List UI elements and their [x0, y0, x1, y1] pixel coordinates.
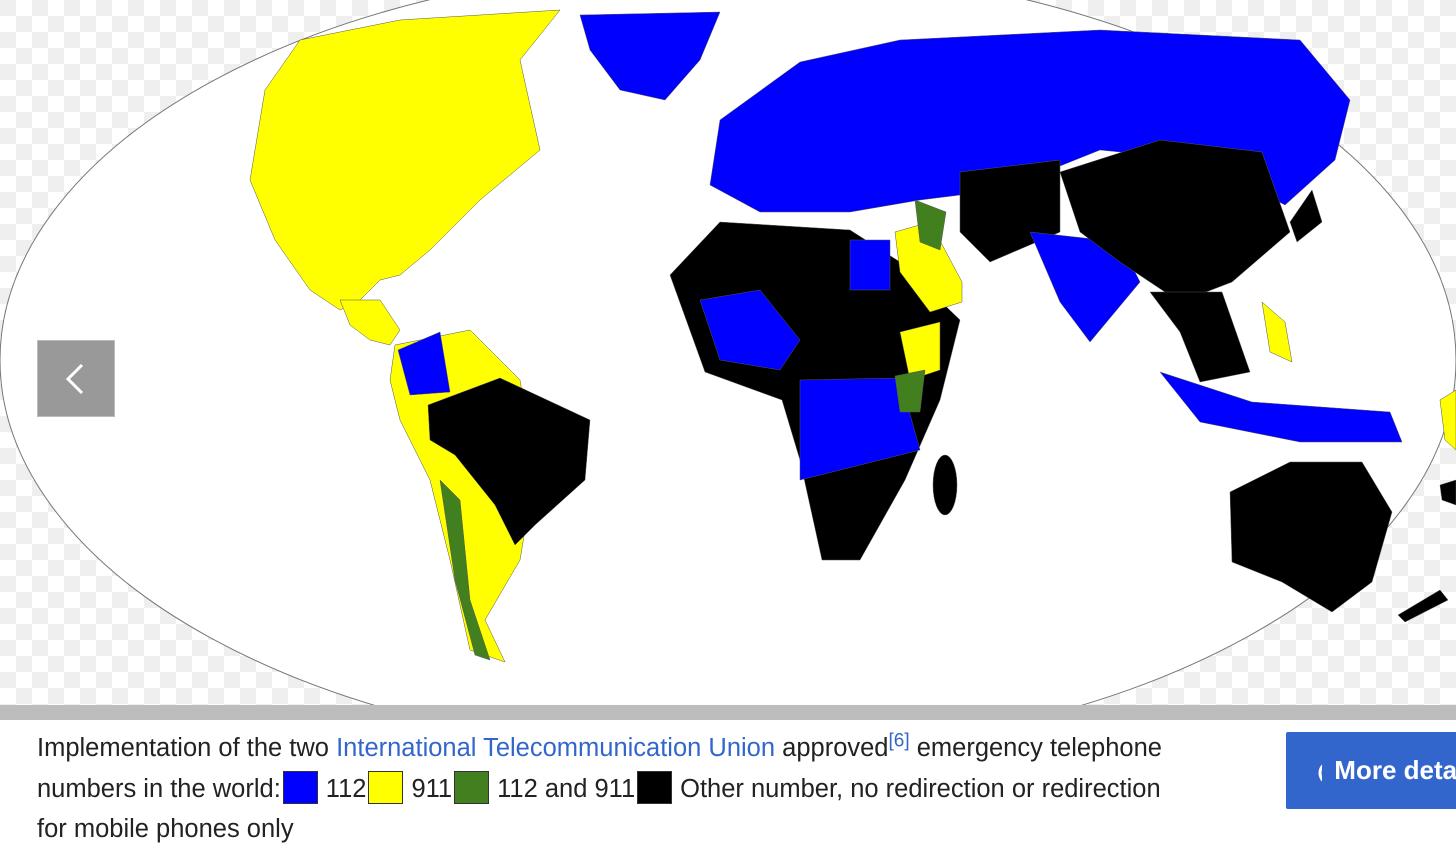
country-region — [894, 369, 926, 413]
legend-swatch — [637, 770, 673, 804]
world-map — [0, 0, 1456, 720]
country-region — [1439, 389, 1456, 451]
image-caption: Implementation of the two International … — [37, 728, 1187, 850]
legend-label: 112 and 911 — [497, 774, 636, 803]
map-regions — [249, 9, 1456, 663]
country-region — [1229, 461, 1393, 613]
chevron-left-icon — [65, 363, 84, 395]
country-region — [1059, 139, 1291, 303]
info-icon — [1318, 763, 1323, 782]
country-region — [699, 289, 801, 371]
more-details-button[interactable]: More details — [1286, 732, 1456, 809]
country-region — [249, 9, 561, 311]
caption-text: emergency telephone numbers in the world… — [37, 734, 1162, 803]
country-region — [579, 11, 721, 101]
country-region — [427, 377, 591, 546]
country-region — [1397, 589, 1449, 623]
caption-text: approved — [782, 734, 889, 762]
antarctica-strip — [0, 705, 1456, 720]
country-region — [1261, 301, 1293, 363]
legend-label: 112 — [325, 774, 367, 803]
country-region — [397, 331, 451, 396]
legend-swatch — [368, 770, 404, 804]
country-region — [849, 239, 891, 291]
country-region — [709, 29, 1351, 213]
country-region — [1159, 371, 1403, 443]
country-region — [1149, 291, 1251, 383]
legend: 112 911 112 and 911 Other number, no redire… — [37, 770, 1161, 844]
country-region — [339, 299, 401, 346]
button-label: More details — [1334, 755, 1456, 785]
country-region — [932, 454, 958, 516]
previous-image-button[interactable] — [37, 340, 115, 417]
legend-swatch — [454, 770, 490, 804]
legend-swatch — [282, 770, 318, 804]
country-region — [914, 199, 947, 251]
country-region — [799, 377, 921, 481]
reference[interactable]: [6] — [888, 730, 910, 752]
country-region — [1439, 479, 1456, 506]
legend-label: 911 — [411, 774, 453, 803]
country-region — [899, 321, 941, 381]
caption-link[interactable]: International Telecommunication Union — [336, 734, 776, 762]
legend-label: Other number, no redirection or redirect… — [37, 774, 1161, 844]
country-region — [439, 479, 491, 661]
caption-text: Implementation of the two — [37, 734, 329, 762]
country-region — [1289, 189, 1323, 243]
